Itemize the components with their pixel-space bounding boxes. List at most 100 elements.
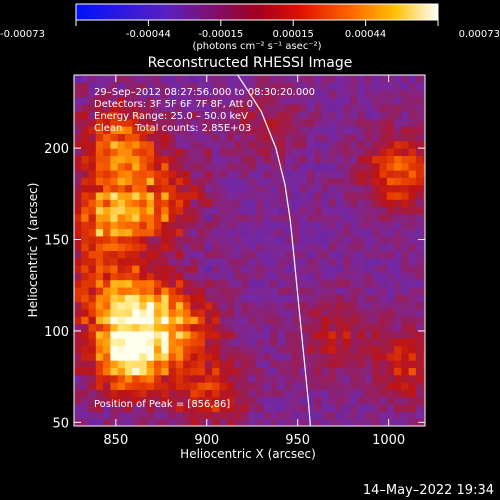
heatmap-cell <box>321 396 330 405</box>
heatmap-cell <box>379 330 388 339</box>
heatmap-cell <box>372 309 381 317</box>
heatmap-cell <box>321 316 330 325</box>
heatmap-cell <box>306 89 315 98</box>
heatmap-cell <box>117 279 126 288</box>
heatmap-cell <box>328 338 337 347</box>
heatmap-cell <box>219 199 228 208</box>
heatmap-cell <box>357 133 366 142</box>
heatmap-cell <box>357 228 366 237</box>
heatmap-cell <box>299 126 308 134</box>
heatmap-cell <box>415 111 424 120</box>
heatmap-cell <box>277 96 286 105</box>
heatmap-cell <box>328 309 337 317</box>
heatmap-cell <box>175 228 184 237</box>
heatmap-cell <box>306 316 315 325</box>
heatmap-cell <box>103 265 111 273</box>
heatmap-cell <box>124 206 133 215</box>
heatmap-cell <box>372 367 381 376</box>
heatmap-cell <box>103 382 111 390</box>
heatmap-cell <box>168 228 177 237</box>
heatmap-cell <box>226 184 235 193</box>
heatmap-cell <box>255 389 264 398</box>
heatmap-cell <box>350 323 359 332</box>
heatmap-cell <box>372 404 381 412</box>
heatmap-cell <box>255 294 264 303</box>
heatmap-cell <box>226 126 235 134</box>
heatmap-cell <box>350 118 359 127</box>
heatmap-cell <box>357 148 366 156</box>
heatmap-cell <box>139 228 148 237</box>
heatmap-cell <box>423 316 425 325</box>
heatmap-cell <box>226 199 235 208</box>
heatmap-cell <box>379 250 388 259</box>
footer-timestamp: 14–May–2022 19:34 <box>363 483 494 498</box>
heatmap-cell <box>183 374 191 383</box>
heatmap-cell <box>204 404 213 412</box>
heatmap-cell <box>343 170 351 178</box>
heatmap-cell <box>204 309 213 317</box>
heatmap-cell <box>386 75 395 83</box>
heatmap-cell <box>364 162 373 171</box>
heatmap-cell <box>219 184 228 193</box>
heatmap-cell <box>292 192 301 200</box>
heatmap-cell <box>379 133 388 142</box>
colorbar-tick-label: 0.00044 <box>345 29 386 40</box>
heatmap-cell <box>423 287 425 295</box>
heatmap-cell <box>190 104 199 113</box>
heatmap-cell <box>241 316 250 325</box>
heatmap-cell <box>299 133 308 142</box>
heatmap-cell <box>255 265 264 273</box>
heatmap-cell <box>372 177 381 186</box>
heatmap-cell <box>248 389 257 398</box>
heatmap-cell <box>364 170 373 178</box>
heatmap-cell <box>284 294 293 303</box>
heatmap-cell <box>270 382 279 390</box>
heatmap-cell <box>95 309 104 317</box>
heatmap-cell <box>408 192 417 200</box>
heatmap-cell <box>321 228 330 237</box>
heatmap-cell <box>95 199 104 208</box>
heatmap-cell <box>372 126 381 134</box>
heatmap-cell <box>357 374 366 383</box>
heatmap-cell <box>241 75 250 83</box>
heatmap-cell <box>321 243 330 251</box>
heatmap-cell <box>350 279 359 288</box>
heatmap-cell <box>379 389 388 398</box>
heatmap-cell <box>154 82 162 91</box>
heatmap-cell <box>343 389 351 398</box>
heatmap-cell <box>263 279 271 288</box>
heatmap-cell <box>139 367 148 376</box>
heatmap-cell <box>306 279 315 288</box>
heatmap-cell <box>190 265 199 273</box>
heatmap-cell <box>364 316 373 325</box>
heatmap-cell <box>183 272 191 281</box>
heatmap-cell <box>197 89 206 98</box>
heatmap-cell <box>190 206 199 215</box>
heatmap-cell <box>154 382 162 390</box>
heatmap-cell <box>364 192 373 200</box>
heatmap-cell <box>175 206 184 215</box>
heatmap-cell <box>350 338 359 347</box>
heatmap-cell <box>401 294 410 303</box>
heatmap-cell <box>255 279 264 288</box>
heatmap-cell <box>219 301 228 310</box>
heatmap-cell <box>74 360 82 368</box>
heatmap-cell <box>292 228 301 237</box>
heatmap-cell <box>357 352 366 361</box>
heatmap-cell <box>379 206 388 215</box>
heatmap-cell <box>132 294 140 303</box>
heatmap-cell <box>103 148 111 156</box>
heatmap-cell <box>124 228 133 237</box>
heatmap-cell <box>408 396 417 405</box>
heatmap-cell <box>343 396 351 405</box>
heatmap-cell <box>204 82 213 91</box>
heatmap-cell <box>255 374 264 383</box>
heatmap-cell <box>110 257 119 266</box>
heatmap-cell <box>110 338 119 347</box>
heatmap-cell <box>314 213 322 222</box>
heatmap-cell <box>234 287 242 295</box>
heatmap-cell <box>423 338 425 347</box>
heatmap-cell <box>415 133 424 142</box>
heatmap-cell <box>110 235 119 244</box>
heatmap-cell <box>204 374 213 383</box>
